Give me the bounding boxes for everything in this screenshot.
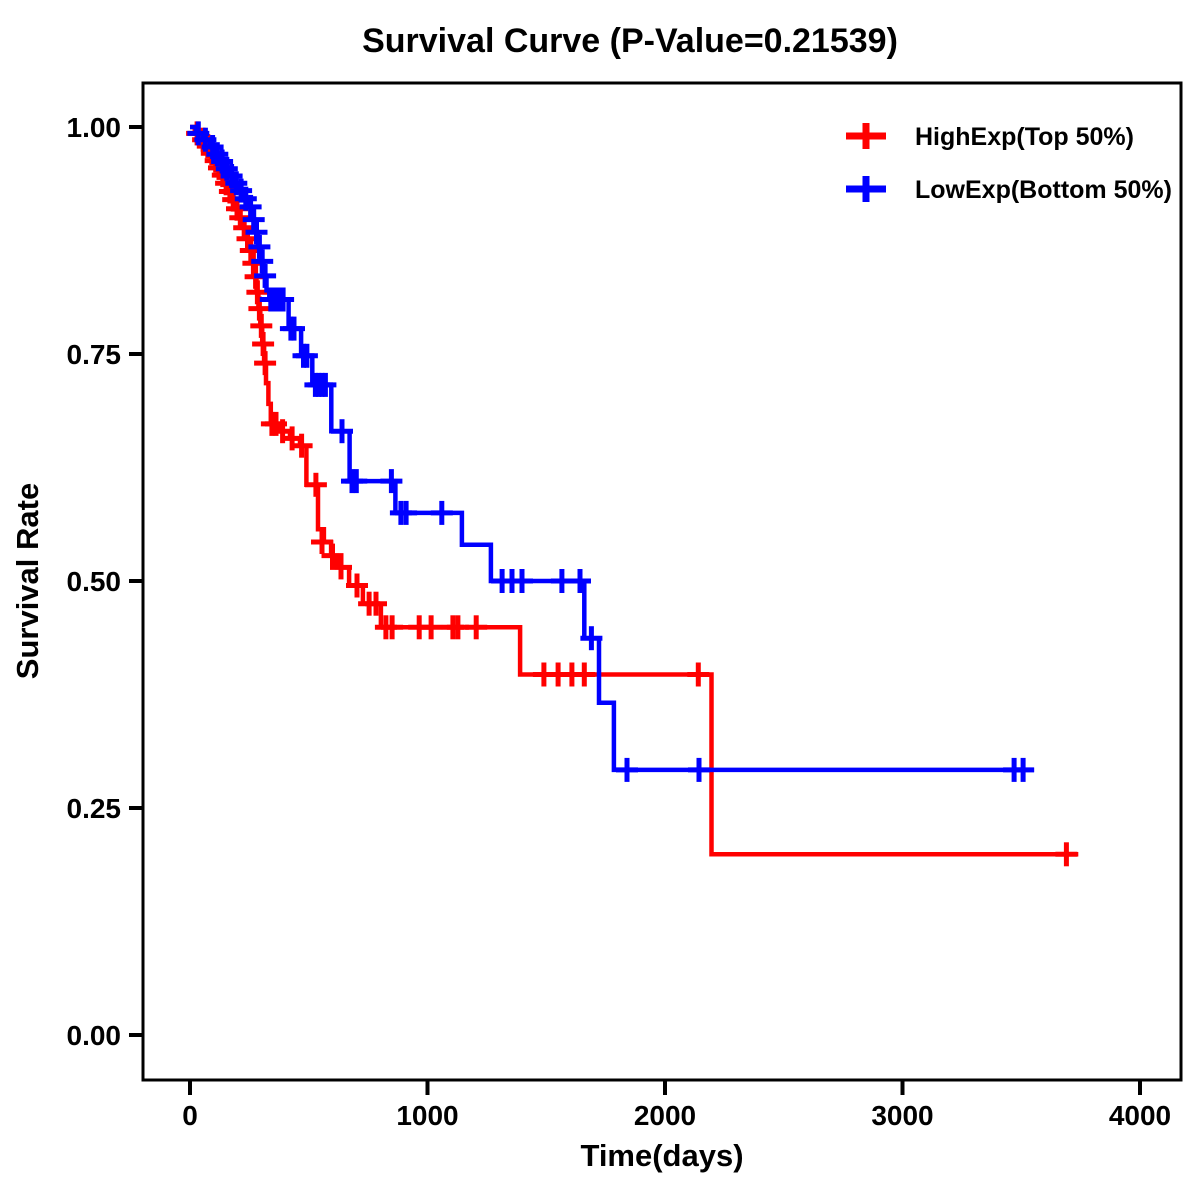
legend: HighExp(Top 50%) LowExp(Bottom 50%) [846,123,1172,204]
y-axis-title: Survival Rate [10,483,45,679]
legend-label: HighExp(Top 50%) [915,123,1134,151]
highexp-top-50-curve [190,124,1079,857]
y-tick-label: 0.75 [67,339,122,370]
chart-title: Survival Curve (P-Value=0.21539) [362,22,898,60]
x-axis: 0 1000 2000 3000 4000 [182,1080,1171,1131]
y-tick-label: 0.25 [67,793,122,824]
x-axis-title: Time(days) [580,1138,743,1173]
x-tick-label: 2000 [634,1100,696,1131]
lowexp-bottom-50-censor-marks [187,121,1035,782]
x-tick-label: 4000 [1109,1100,1171,1131]
legend-plus-icon [846,123,886,149]
legend-plus-icon [846,176,886,202]
y-tick-label: 0.50 [67,566,122,597]
x-tick-label: 1000 [396,1100,458,1131]
y-tick-label: 1.00 [67,112,122,143]
y-tick-label: 0.00 [67,1020,122,1051]
x-tick-label: 0 [182,1100,198,1131]
legend-label: LowExp(Bottom 50%) [915,176,1172,204]
y-axis: 0.00 0.25 0.50 0.75 1.00 [67,112,143,1051]
plot-frame [141,81,1183,1082]
x-tick-label: 3000 [871,1100,933,1131]
